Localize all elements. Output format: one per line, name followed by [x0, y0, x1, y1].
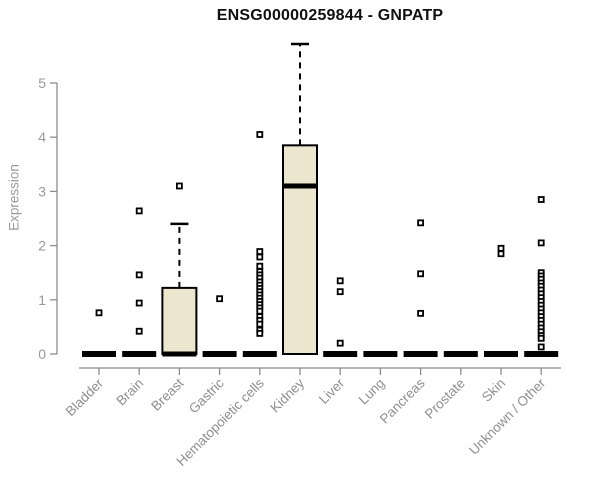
outlier-point — [256, 248, 264, 255]
x-category-label: Prostate — [422, 376, 468, 422]
collapsed-box — [242, 351, 277, 357]
outlier-point — [537, 334, 545, 342]
y-tick-label: 1 — [38, 292, 46, 308]
collapsed-box — [484, 351, 518, 357]
outlier-point — [135, 207, 143, 215]
outlier-point — [135, 299, 143, 307]
outlier-point — [256, 320, 264, 328]
y-tick-label: 5 — [38, 75, 46, 91]
outlier-point — [537, 343, 545, 351]
x-category-label: Liver — [316, 375, 348, 407]
outlier-point — [256, 253, 264, 261]
y-tick-label: 2 — [38, 238, 46, 254]
collapsed-box — [82, 351, 116, 357]
x-category-label: Breast — [148, 375, 186, 413]
outlier-point — [336, 288, 344, 296]
outlier-point — [256, 307, 264, 315]
x-category-label: Lung — [356, 376, 388, 408]
outlier-point — [417, 309, 425, 317]
outlier-point — [497, 250, 505, 258]
x-category-label: Skin — [479, 376, 508, 405]
outlier-point — [135, 271, 143, 279]
outlier-point — [336, 277, 344, 285]
box — [161, 286, 198, 356]
outlier-point — [216, 295, 224, 303]
x-category-label: Bladder — [63, 375, 107, 419]
x-category-label: Kidney — [267, 375, 307, 415]
outlier-point — [417, 270, 425, 278]
collapsed-box — [202, 351, 237, 357]
outlier-point — [537, 239, 545, 247]
collapsed-box — [403, 351, 438, 357]
outlier-point — [256, 131, 264, 138]
outlier-point — [537, 196, 545, 203]
outlier-point — [175, 182, 183, 190]
outlier-point — [417, 219, 425, 227]
y-tick-label: 3 — [38, 183, 46, 199]
outlier-point — [256, 330, 264, 337]
collapsed-box — [323, 351, 358, 357]
collapsed-box — [443, 351, 478, 357]
median-line — [162, 351, 197, 357]
y-tick-label: 4 — [38, 129, 46, 145]
box — [282, 144, 318, 355]
outlier-point — [497, 244, 505, 252]
x-category-label: Brain — [113, 376, 146, 409]
x-category-label: Unknown / Other — [466, 375, 549, 458]
outlier-point — [95, 309, 103, 317]
collapsed-box — [363, 351, 398, 357]
collapsed-box — [122, 351, 157, 357]
outlier-point — [135, 327, 143, 335]
collapsed-box — [524, 351, 559, 357]
outlier-point — [336, 339, 344, 347]
outlier-point — [256, 262, 264, 270]
y-tick-label: 0 — [38, 346, 46, 362]
median-line — [283, 183, 317, 189]
chart-title: ENSG00000259844 - GNPATP — [216, 7, 444, 24]
x-category-label: Pancreas — [377, 375, 428, 426]
